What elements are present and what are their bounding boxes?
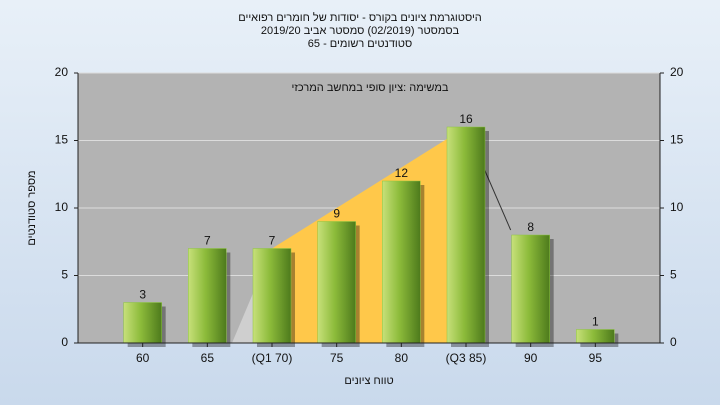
- value-label: 12: [395, 166, 409, 180]
- value-label: 7: [204, 234, 211, 248]
- value-label: 1: [592, 315, 599, 329]
- y-axis-label: מספר סטודנטים: [26, 170, 38, 245]
- bar: [123, 302, 162, 344]
- x-tick-label: 65: [201, 351, 215, 365]
- bar: [382, 180, 421, 344]
- value-label: 3: [139, 288, 146, 302]
- chart-subtitle: סטודנטים רשומים - 65: [308, 38, 412, 50]
- bar: [446, 126, 486, 344]
- y-tick-label: 20: [55, 65, 69, 79]
- x-axis-label: טווח ציונים: [344, 375, 393, 387]
- y2-tick-label: 20: [670, 65, 684, 79]
- y2-tick-label: 5: [670, 268, 677, 282]
- x-tick-label: 80: [395, 351, 409, 365]
- y2-tick-label: 10: [670, 200, 684, 214]
- x-tick-label: (Q3 85): [446, 351, 487, 365]
- bar: [317, 221, 356, 344]
- bar: [252, 248, 292, 344]
- bar: [511, 234, 550, 344]
- annotation: במשימה :ציון סופי במחשב המרכזי: [292, 82, 449, 94]
- y2-tick-label: 15: [670, 133, 684, 147]
- plot: [78, 72, 660, 347]
- x-tick-label: (Q1 70): [252, 351, 293, 365]
- chart-title: היסטוגרמת ציונים בקורס - יסודות של חומרי…: [238, 11, 482, 24]
- x-tick-label: 75: [330, 351, 344, 365]
- value-label: 7: [269, 234, 276, 248]
- y2-tick-label: 0: [670, 335, 677, 349]
- y-tick-label: 0: [61, 335, 68, 349]
- y-tick-label: 5: [61, 268, 68, 282]
- x-tick-label: 60: [136, 351, 150, 365]
- y-tick-label: 10: [55, 200, 69, 214]
- bar: [576, 329, 615, 344]
- x-tick-label: 95: [589, 351, 603, 365]
- chart-subtitle: בסמסטר (02/2019) סמסטר אביב 2019/20: [261, 25, 460, 37]
- y-tick-label: 15: [55, 133, 69, 147]
- value-label: 9: [333, 207, 340, 221]
- value-label: 16: [459, 112, 473, 126]
- value-label: 8: [527, 220, 534, 234]
- bar: [188, 248, 227, 344]
- x-tick-label: 90: [524, 351, 538, 365]
